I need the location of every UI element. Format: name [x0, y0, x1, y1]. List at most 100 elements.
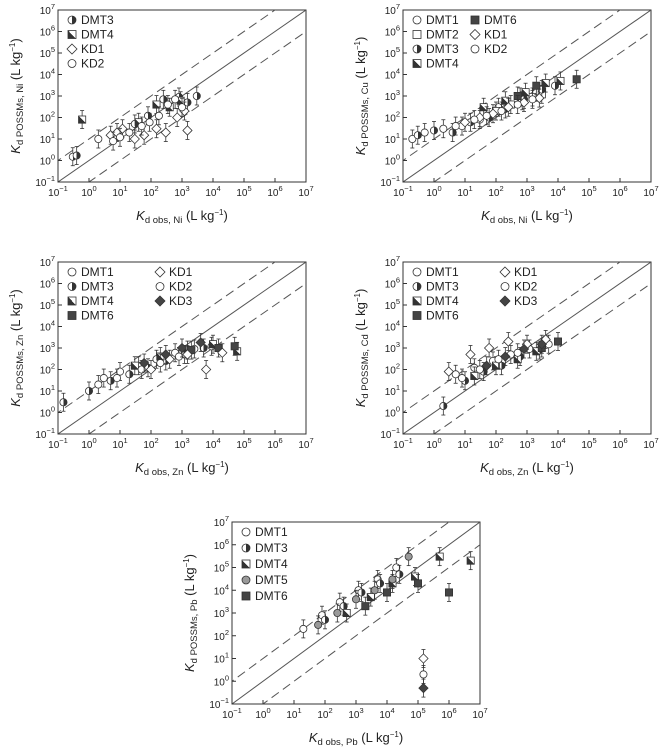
legend-marker: [412, 44, 422, 54]
y-tick-label: 106: [40, 24, 55, 39]
x-tick-label: 102: [488, 184, 503, 199]
data-point: [500, 351, 511, 362]
y-tick-label: 104: [385, 319, 400, 334]
data-point: [314, 620, 323, 629]
legend-label: DMT2: [426, 28, 459, 42]
legend-label: DMT1: [426, 13, 459, 27]
legend-marker: [412, 296, 422, 306]
data-point: [156, 359, 165, 368]
y-tick-label: 107: [40, 254, 55, 269]
x-tick-label: 103: [174, 436, 189, 451]
data-point: [182, 349, 193, 360]
panel-cu: 10−1 100 101 102 103 104 105 106 107 10−1 100 101 10…: [353, 2, 659, 226]
data-point: [116, 367, 125, 376]
legend-marker: [67, 282, 77, 291]
data-point: [351, 595, 360, 604]
y-tick-label: 103: [40, 88, 55, 103]
data-point: [501, 96, 510, 105]
x-tick-label: 107: [472, 706, 487, 721]
data-point: [521, 88, 530, 97]
data-point: [395, 570, 404, 579]
data-point: [451, 122, 460, 131]
x-tick-label: 100: [255, 706, 270, 721]
x-tick-label: 102: [488, 436, 503, 451]
y-tick-label: 105: [40, 297, 55, 312]
data-point: [413, 131, 422, 140]
x-tick-label: 105: [581, 184, 596, 199]
data-point: [192, 92, 201, 101]
data-point: [483, 342, 495, 354]
legend-label: DMT6: [81, 309, 114, 323]
legend-marker: [155, 282, 165, 291]
x-axis-label: Kd obs, Zn (L kg−1): [480, 460, 574, 478]
y-axis-label: Kd POSSMs, Pb (L kg−1): [182, 554, 200, 672]
y-tick-label: 103: [385, 340, 400, 355]
data-point: [78, 115, 87, 124]
legend-label: KD1: [81, 42, 105, 56]
x-tick-label: 101: [457, 184, 472, 199]
legend-marker: [241, 559, 251, 569]
legend-label: DMT4: [426, 294, 459, 308]
legend-label: KD2: [169, 280, 193, 294]
legend-marker: [412, 15, 422, 25]
data-point: [518, 97, 530, 108]
y-tick-label: 101: [385, 383, 400, 398]
x-axis-label: Kd obs, Pb (L kg−1): [309, 730, 403, 748]
y-tick-label: 105: [40, 45, 55, 60]
x-tick-label: 10−1: [393, 436, 413, 451]
y-tick-label: 104: [385, 67, 400, 82]
data-point: [357, 588, 366, 597]
legend-marker: [500, 282, 510, 291]
x-tick-label: 102: [143, 436, 158, 451]
y-tick-label: 107: [385, 2, 400, 17]
y-axis-label: Kd POSSMs, Zn (L kg−1): [8, 289, 26, 407]
y-tick-label: 101: [40, 383, 55, 398]
data-point: [518, 343, 530, 355]
x-tick-label: 106: [612, 184, 627, 199]
x-axis-label: Kd obs, Zn (L kg−1): [135, 460, 229, 478]
data-point: [217, 347, 228, 358]
legend-label: KD2: [81, 57, 105, 71]
legend-label: DMT6: [426, 309, 459, 323]
data-point: [448, 128, 457, 137]
y-axis-label: Kd POSSMs, Ni (L kg−1): [8, 38, 26, 153]
x-tick-label: 102: [143, 184, 158, 199]
data-point: [182, 125, 193, 136]
line-minus-one-order: [88, 282, 306, 434]
x-tick-label: 101: [112, 184, 127, 199]
x-tick-label: 107: [643, 436, 658, 451]
data-point: [200, 364, 212, 375]
data-point: [195, 337, 206, 348]
data-point: [125, 370, 134, 379]
data-point: [163, 100, 172, 109]
data-point: [479, 103, 488, 112]
data-point: [418, 653, 429, 664]
data-point: [145, 118, 154, 127]
data-point: [94, 134, 103, 143]
legend-marker: [470, 15, 480, 25]
y-tick-label: 10−1: [35, 174, 55, 189]
y-tick-label: 103: [385, 88, 400, 103]
data-point: [382, 588, 391, 597]
data-point: [129, 133, 140, 145]
data-point: [177, 103, 186, 112]
data-point: [99, 374, 108, 383]
legend-marker: [470, 44, 480, 54]
x-axis-label: Kd obs, Ni (L kg−1): [136, 208, 228, 226]
legend-label: KD1: [169, 265, 193, 279]
legend-label: DMT6: [484, 13, 517, 27]
legend-label: DMT6: [255, 589, 288, 603]
data-point: [174, 352, 183, 361]
data-point: [419, 670, 428, 679]
y-tick-label: 107: [214, 514, 229, 529]
data-point: [513, 100, 522, 109]
x-tick-label: 103: [519, 436, 534, 451]
data-point: [413, 579, 422, 588]
x-tick-label: 107: [298, 436, 313, 451]
x-tick-label: 101: [286, 706, 301, 721]
data-point: [176, 342, 188, 354]
y-tick-label: 100: [40, 153, 55, 168]
x-tick-label: 10−1: [222, 706, 242, 721]
x-tick-label: 102: [317, 706, 332, 721]
